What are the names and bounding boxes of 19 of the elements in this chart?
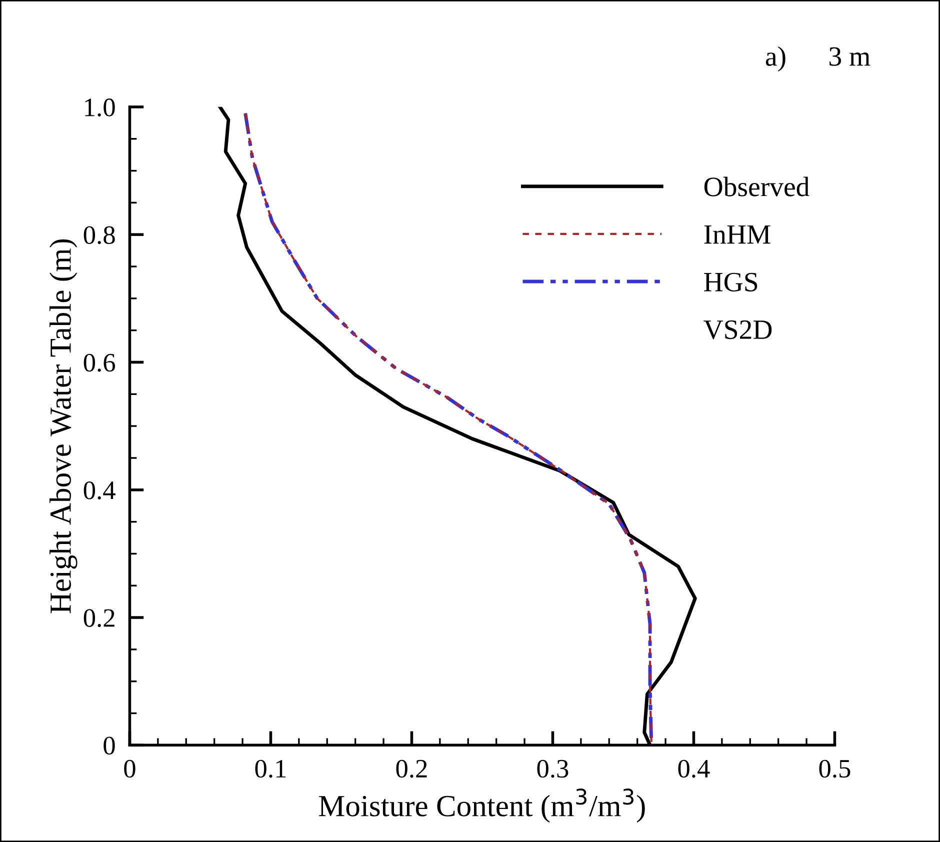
y-tick-label: 0	[104, 736, 115, 755]
x-tick-label: 0.2	[396, 760, 427, 778]
x-axis-title: Moisture Content (m$^{3}$/m$^{3}$)	[318, 788, 645, 823]
y-tick-label: 0.4	[84, 481, 116, 500]
legend-label: Observed	[704, 176, 810, 196]
x-tick-label: 0.1	[255, 760, 286, 778]
x-tick-label: 0.4	[678, 760, 710, 778]
y-axis-title: Height Above Water Table (m)	[49, 239, 78, 614]
text: a) 3 m	[766, 46, 870, 72]
x-tick-label: 0	[124, 760, 136, 778]
y-tick-label: 0.8	[84, 226, 115, 244]
y-tick-label: 0.2	[84, 609, 114, 628]
legend-label: InHM	[704, 225, 770, 244]
y-tick-label: 0.6	[84, 354, 116, 372]
legend-label: HGS	[704, 272, 758, 292]
x-tick-label: 0.5	[819, 760, 850, 778]
x-tick-label: 0.3	[537, 760, 568, 778]
text: VS2D	[704, 320, 772, 340]
y-tick-label: 1.0	[85, 98, 115, 116]
